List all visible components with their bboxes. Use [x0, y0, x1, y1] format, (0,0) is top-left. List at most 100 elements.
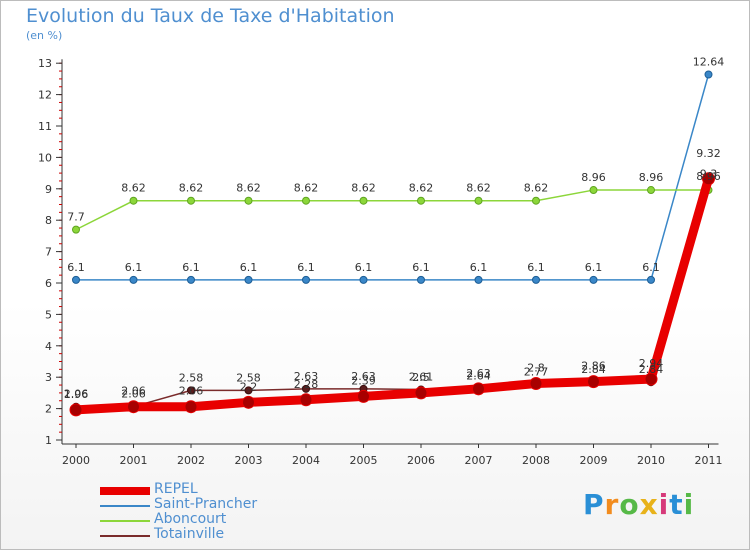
data-label-aboncourt: 8.62	[409, 182, 434, 195]
legend-swatch-totainville	[100, 535, 150, 537]
data-label-saint-prancher: 12.64	[693, 56, 725, 69]
legend-swatch-repel	[100, 487, 150, 495]
data-point-aboncourt	[129, 196, 138, 205]
data-label-repel: 2.63	[466, 367, 491, 380]
data-point-saint-prancher	[647, 275, 655, 284]
data-label-aboncourt: 7.7	[67, 211, 85, 224]
data-label-totainville: 2.58	[179, 371, 204, 384]
data-label-saint-prancher: 6.1	[67, 261, 85, 274]
data-label-aboncourt: 8.62	[294, 182, 319, 195]
x-tick-label: 2004	[292, 454, 320, 467]
logo-letter: i	[683, 488, 695, 521]
data-label-totainville: 2.64	[466, 370, 491, 383]
data-point-repel	[702, 172, 715, 186]
legend-swatch-aboncourt	[100, 520, 150, 522]
data-point-repel	[127, 400, 140, 414]
data-point-saint-prancher	[474, 275, 483, 284]
data-point-repel	[69, 403, 83, 417]
data-label-totainville: 2.77	[524, 365, 549, 378]
data-label-aboncourt: 8.96	[581, 171, 606, 184]
data-point-saint-prancher	[244, 275, 253, 284]
data-point-repel	[299, 393, 313, 407]
data-label-repel: 2.06	[121, 385, 146, 398]
data-label-saint-prancher: 6.1	[412, 261, 430, 274]
data-label-totainville: 2.61	[409, 370, 434, 383]
legend-item-aboncourt: Aboncourt	[100, 511, 360, 528]
data-label-aboncourt: 8.96	[639, 171, 664, 184]
data-label-repel: 2.8	[527, 361, 545, 374]
data-point-aboncourt	[474, 196, 483, 205]
data-point-aboncourt	[359, 196, 368, 205]
data-label-saint-prancher: 6.1	[297, 261, 315, 274]
data-point-aboncourt	[647, 186, 655, 195]
data-point-totainville	[244, 386, 253, 395]
chart-unit: (en %)	[26, 29, 63, 42]
legend-item-repel: REPEL	[100, 481, 360, 498]
chart-title: Evolution du Taux de Taxe d'Habitation	[26, 5, 395, 27]
x-tick-label: 2011	[695, 454, 723, 467]
data-point-repel	[644, 372, 658, 386]
data-label-aboncourt: 8.62	[236, 182, 261, 195]
logo-letter: o	[619, 488, 640, 521]
data-point-saint-prancher	[359, 275, 368, 284]
x-tick-label: 2003	[235, 454, 263, 467]
data-point-saint-prancher	[129, 275, 138, 284]
x-tick-label: 2010	[637, 454, 665, 467]
logo-letter: r	[604, 488, 620, 521]
data-label-totainville: 2.63	[294, 370, 319, 383]
data-label-totainville: 2.06	[64, 388, 89, 401]
data-label-aboncourt: 8.62	[179, 182, 204, 195]
data-label-totainville: 2.63	[351, 370, 376, 383]
x-tick-label: 2002	[177, 454, 205, 467]
data-label-saint-prancher: 6.1	[355, 261, 373, 274]
x-tick-label: 2005	[350, 454, 378, 467]
legend-label-repel: REPEL	[154, 481, 198, 497]
data-point-totainville	[302, 384, 310, 393]
data-point-repel	[357, 389, 370, 403]
y-tick-label: 10	[38, 151, 52, 164]
data-point-repel	[529, 376, 543, 390]
data-point-saint-prancher	[302, 275, 310, 284]
data-point-aboncourt	[532, 196, 540, 205]
y-tick-label: 6	[45, 277, 52, 290]
data-point-saint-prancher	[417, 275, 425, 284]
data-point-aboncourt	[589, 186, 598, 195]
data-label-repel: 9.32	[696, 147, 721, 160]
data-point-repel	[414, 386, 428, 400]
logo-letter: t	[669, 488, 684, 521]
logo-letter: x	[639, 488, 659, 521]
y-tick-label: 12	[38, 89, 52, 102]
data-label-repel: 2.06	[179, 385, 204, 398]
data-label-saint-prancher: 6.1	[642, 261, 660, 274]
x-tick-label: 2000	[62, 454, 90, 467]
data-label-saint-prancher: 6.1	[125, 261, 143, 274]
legend: REPEL Saint-Prancher Aboncourt Totainvil…	[100, 481, 360, 543]
data-label-repel: 2.86	[581, 360, 606, 373]
data-point-saint-prancher	[72, 275, 80, 284]
y-tick-label: 11	[38, 120, 52, 133]
y-tick-label: 2	[45, 403, 52, 416]
data-label-aboncourt: 8.62	[121, 182, 146, 195]
data-label-repel: 2.39	[351, 374, 376, 387]
legend-label-totainville: Totainville	[154, 526, 225, 542]
series-line-repel	[71, 174, 713, 415]
legend-item-totainville: Totainville	[100, 526, 360, 543]
x-tick-label: 2007	[465, 454, 493, 467]
data-label-saint-prancher: 6.1	[585, 261, 603, 274]
data-label-aboncourt: 8.62	[524, 182, 549, 195]
x-tick-label: 2008	[522, 454, 550, 467]
y-tick-label: 5	[45, 308, 52, 321]
data-point-saint-prancher	[589, 275, 598, 284]
data-point-totainville	[187, 386, 195, 395]
data-label-aboncourt: 8.62	[351, 182, 376, 195]
data-label-repel: 2.94	[639, 357, 664, 370]
data-label-repel: 2.2	[240, 380, 258, 393]
y-tick-label: 3	[45, 371, 52, 384]
series-line-aboncourt	[75, 189, 710, 231]
legend-swatch-saint-prancher	[100, 505, 150, 507]
legend-item-saint-prancher: Saint-Prancher	[100, 496, 360, 513]
data-label-saint-prancher: 6.1	[527, 261, 545, 274]
data-label-totainville: 2.06	[121, 388, 146, 401]
y-tick-label: 13	[38, 57, 52, 70]
